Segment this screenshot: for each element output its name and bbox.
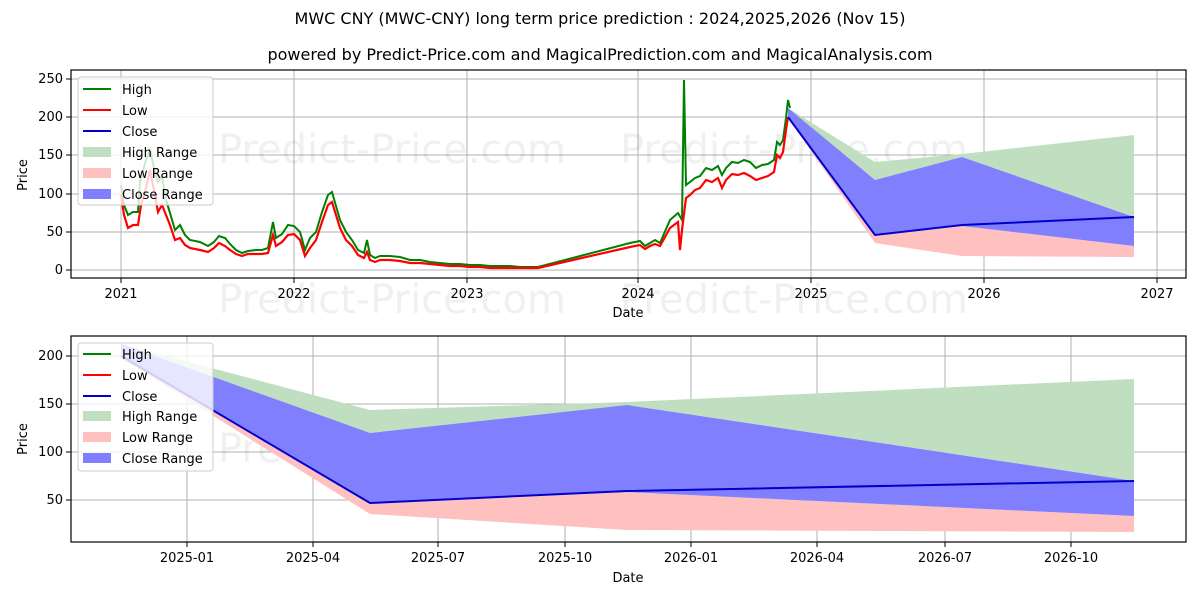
legend-label: Low Range (122, 167, 193, 182)
legend-label: Close Range (122, 452, 203, 467)
y-tick-label: 0 (55, 263, 63, 278)
y-tick-label: 50 (46, 225, 63, 240)
bottom-x-ticks (186, 542, 1072, 547)
bottom-legend: High Low Close High Range Low Range Clos… (77, 342, 214, 472)
close-range-legend-swatch (83, 453, 111, 463)
low-range-area (788, 117, 1134, 257)
high-range-legend-swatch (83, 411, 111, 421)
high-range-area (121, 344, 1134, 481)
top-legend: High Low Close High Range Low Range Clos… (77, 76, 214, 206)
close-range-area (121, 344, 1134, 516)
x-tick-label: 2023 (450, 287, 483, 302)
x-tick-label: 2022 (277, 287, 310, 302)
top-plot-frame (70, 69, 1187, 279)
high-range-legend-swatch (83, 147, 111, 157)
x-axis-label: Date (612, 306, 643, 321)
close-range-legend-swatch (83, 189, 111, 199)
high-line (120, 79, 791, 268)
watermark: Predict-Price.com (620, 277, 968, 323)
legend-label: Close Range (122, 188, 203, 203)
low-range-legend-swatch (83, 432, 111, 442)
high-range-area (788, 108, 1134, 217)
watermark: Predict-Price.com (218, 127, 566, 173)
low-range-legend-swatch (83, 168, 111, 178)
x-tick-label: 2026 (967, 287, 1000, 302)
legend-label: Low Range (122, 431, 193, 446)
x-tick-label: 2026-04 (790, 551, 844, 566)
y-axis-label: Price (16, 423, 31, 455)
chart-title: MWC CNY (MWC-CNY) long term price predic… (294, 9, 906, 28)
x-tick-label: 2026-01 (664, 551, 718, 566)
x-tick-label: 2025-04 (286, 551, 340, 566)
watermark: Predict-Price.com (218, 277, 566, 323)
x-tick-label: 2025 (794, 287, 827, 302)
legend-label: Close (122, 390, 157, 405)
y-tick-label: 150 (38, 148, 63, 163)
x-tick-label: 2025-07 (411, 551, 465, 566)
top-chart: Predict-Price.com Predict-Price.com Pred… (16, 69, 1187, 323)
close-range-area (788, 108, 1134, 246)
chart-subtitle: powered by Predict-Price.com and Magical… (267, 45, 933, 64)
close-line (120, 355, 1135, 505)
y-axis-label: Price (16, 159, 31, 191)
legend-label: High Range (122, 410, 197, 425)
y-tick-label: 200 (38, 349, 63, 364)
legend-label: Low (122, 369, 148, 384)
y-tick-label: 50 (46, 493, 63, 508)
y-tick-label: 100 (38, 445, 63, 460)
x-tick-label: 2025-01 (160, 551, 214, 566)
top-y-ticks (66, 78, 71, 271)
x-tick-label: 2027 (1140, 287, 1173, 302)
y-tick-label: 100 (38, 187, 63, 202)
y-tick-label: 150 (38, 397, 63, 412)
legend-label: Close (122, 125, 157, 140)
x-tick-label: 2026-10 (1044, 551, 1098, 566)
x-tick-label: 2021 (104, 287, 137, 302)
y-tick-label: 250 (38, 72, 63, 87)
x-tick-label: 2025-10 (538, 551, 592, 566)
top-x-ticks (120, 278, 1158, 283)
legend-label: High (122, 348, 152, 363)
x-tick-label: 2024 (621, 287, 654, 302)
legend-label: High (122, 83, 152, 98)
close-line (787, 116, 1135, 237)
legend-label: High Range (122, 146, 197, 161)
y-tick-label: 200 (38, 110, 63, 125)
x-tick-label: 2026-07 (918, 551, 972, 566)
x-axis-label: Date (612, 571, 643, 586)
bottom-chart: Predict-Price.com Predict-Price.com 50 1… (16, 335, 1187, 586)
bottom-plot-frame (70, 335, 1187, 543)
bottom-y-ticks (66, 355, 71, 501)
legend-label: Low (122, 104, 148, 119)
low-range-area (121, 356, 1134, 532)
low-line (119, 116, 790, 270)
